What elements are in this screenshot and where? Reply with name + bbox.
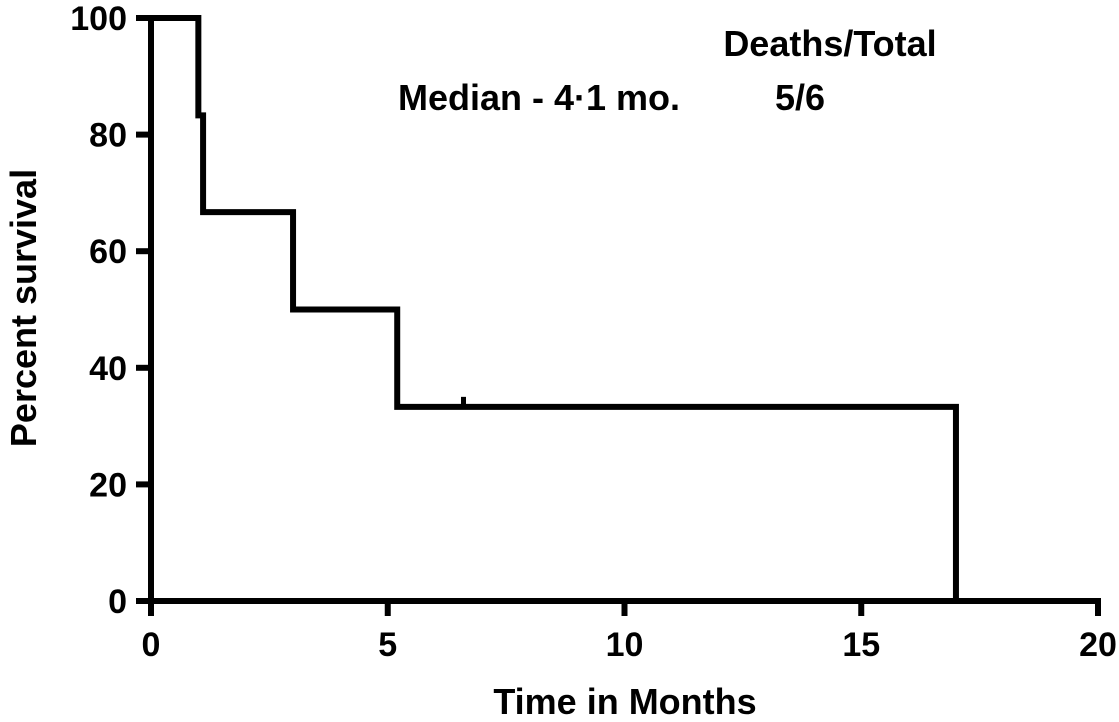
y-axis-title: Percent survival bbox=[3, 169, 44, 447]
y-tick-label: 60 bbox=[89, 233, 127, 271]
deaths-total-value: 5/6 bbox=[775, 77, 825, 118]
x-tick-label: 20 bbox=[1079, 626, 1117, 664]
series-group bbox=[151, 15, 959, 601]
y-tick-label: 100 bbox=[70, 0, 127, 38]
y-tick-label: 20 bbox=[89, 466, 127, 504]
y-tick-label: 40 bbox=[89, 350, 127, 388]
survival-curve bbox=[151, 15, 959, 601]
y-tick-label: 80 bbox=[89, 117, 127, 155]
y-ticks: 0 20 40 60 80 100 bbox=[70, 0, 151, 621]
x-tick-label: 15 bbox=[842, 626, 880, 664]
median-annotation: Median - 4·1 mo. bbox=[398, 77, 680, 118]
y-tick-label: 0 bbox=[108, 583, 127, 621]
x-tick-label: 5 bbox=[378, 626, 397, 664]
x-ticks: 0 5 10 15 20 bbox=[142, 601, 1117, 664]
x-tick-label: 10 bbox=[606, 626, 644, 664]
x-axis-title: Time in Months bbox=[493, 681, 756, 722]
x-tick-label: 0 bbox=[142, 626, 161, 664]
deaths-total-header: Deaths/Total bbox=[723, 23, 936, 64]
